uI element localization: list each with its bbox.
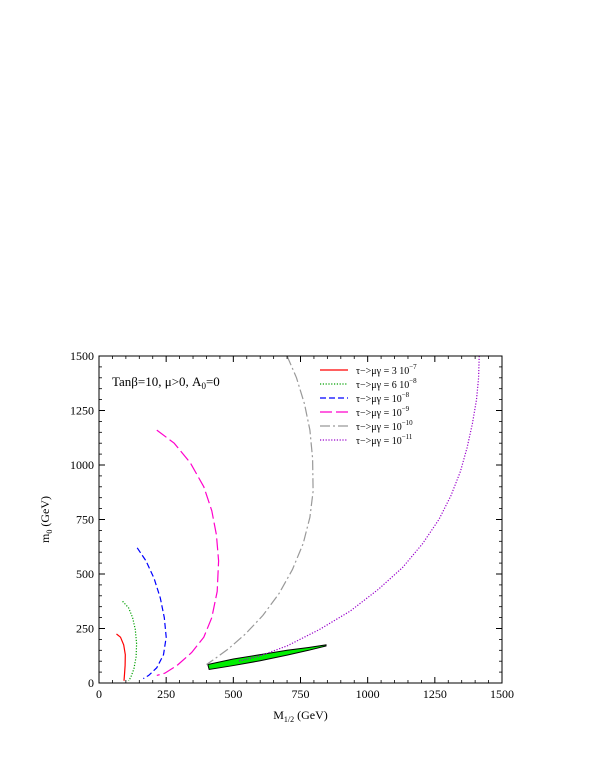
y-tick-label: 1000 xyxy=(70,458,94,472)
x-tick-label: 250 xyxy=(157,687,175,701)
x-axis-label: M1/2 (GeV) xyxy=(273,708,328,724)
allowed-region-polygon xyxy=(207,644,327,671)
x-tick-label: 1250 xyxy=(423,687,447,701)
y-tick-label: 1250 xyxy=(70,404,94,418)
legend-label-6: τ−>μγ = 10−11 xyxy=(356,433,413,447)
y-tick-label: 250 xyxy=(76,622,94,636)
allowed-region-band xyxy=(207,644,327,671)
legend-label-5: τ−>μγ = 10−10 xyxy=(356,419,413,433)
series-line-5 xyxy=(206,355,314,665)
legend-label-3: τ−>μγ = 10−8 xyxy=(356,391,410,405)
legend: τ−>μγ = 3 10−7τ−>μγ = 6 10−8τ−>μγ = 10−8… xyxy=(320,363,417,447)
series-line-2 xyxy=(122,600,138,682)
series-line-1 xyxy=(116,633,126,681)
y-axis-label: m0 (GeV) xyxy=(38,496,54,543)
x-tick-label: 1000 xyxy=(356,687,380,701)
series-line-4 xyxy=(156,429,220,676)
x-tick-label: 0 xyxy=(96,687,102,701)
y-tick-label: 750 xyxy=(76,513,94,527)
y-tick-label: 1500 xyxy=(70,349,94,363)
axis-ticks: 0 250 500 750 1000 1250 1500 0 250 500 750 1000 1250… xyxy=(70,349,514,701)
legend-label-4: τ−>μγ = 10−9 xyxy=(356,405,410,419)
plot-frame xyxy=(98,355,503,684)
y-tick-label: 0 xyxy=(88,676,94,690)
legend-label-2: τ−>μγ = 6 10−8 xyxy=(356,377,417,391)
series-layer xyxy=(116,355,480,682)
x-tick-label: 500 xyxy=(224,687,242,701)
x-tick-label: 1500 xyxy=(490,687,514,701)
series-line-3 xyxy=(136,547,167,680)
legend-label-1: τ−>μγ = 3 10−7 xyxy=(356,363,417,377)
x-tick-label: 750 xyxy=(292,687,310,701)
y-tick-label: 500 xyxy=(76,567,94,581)
parameter-annotation: Tanβ=10, μ>0, A0=0 xyxy=(112,374,220,391)
